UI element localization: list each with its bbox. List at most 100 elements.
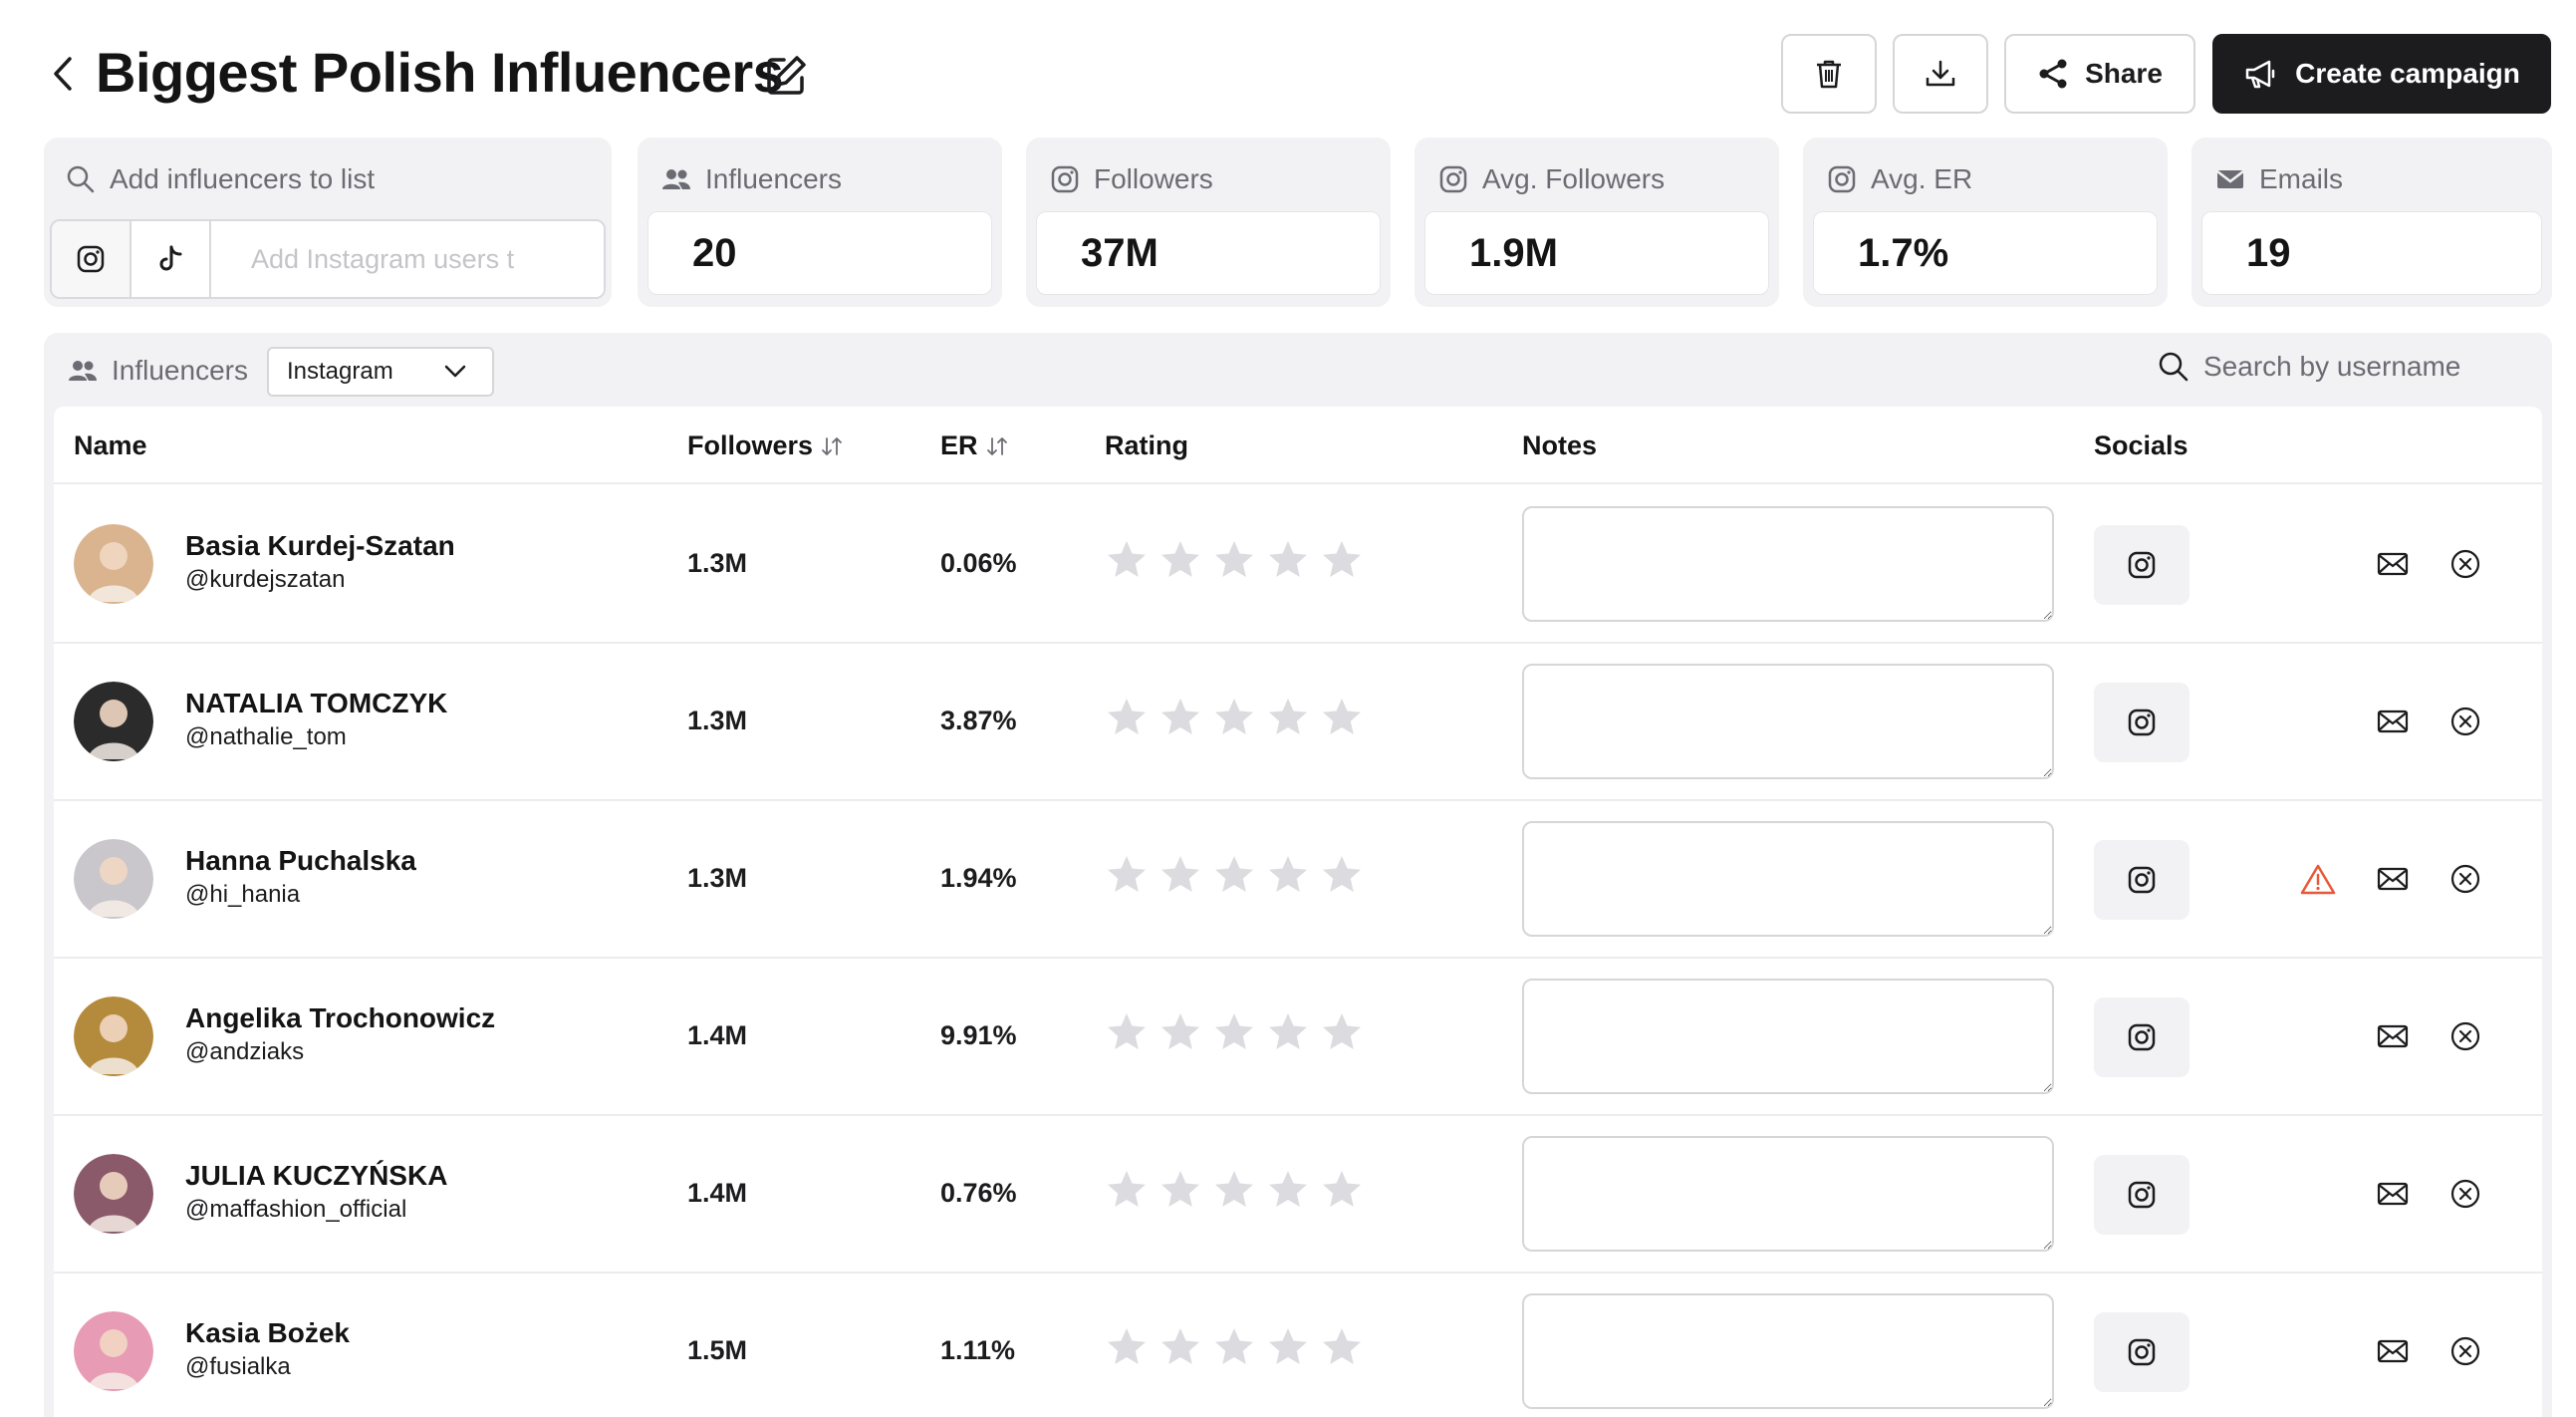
- email-button[interactable]: [2375, 548, 2411, 580]
- platform-tiktok-button[interactable]: [131, 221, 211, 297]
- instagram-profile-button[interactable]: [2094, 1155, 2190, 1235]
- rating-star-icon[interactable]: [1105, 696, 1149, 739]
- rating-star-icon[interactable]: [1212, 696, 1256, 739]
- notes-textarea[interactable]: [1522, 664, 2054, 779]
- instagram-profile-button[interactable]: [2094, 997, 2190, 1077]
- column-header-name: Name: [74, 430, 147, 461]
- rating-stars: [1105, 853, 1364, 897]
- delete-list-button[interactable]: [1781, 34, 1877, 114]
- create-campaign-button[interactable]: Create campaign: [2212, 34, 2551, 114]
- notes-textarea[interactable]: [1522, 1293, 2054, 1409]
- download-icon: [1926, 60, 1955, 87]
- share-button[interactable]: Share: [2004, 34, 2195, 114]
- instagram-profile-button[interactable]: [2094, 683, 2190, 762]
- influencer-handle[interactable]: @kurdejszatan: [185, 566, 346, 593]
- search-icon: [2159, 352, 2189, 382]
- instagram-profile-button[interactable]: [2094, 1312, 2190, 1392]
- instagram-icon: [2128, 551, 2156, 579]
- influencer-handle[interactable]: @andziaks: [185, 1038, 305, 1065]
- influencer-name[interactable]: Kasia Bożek: [185, 1317, 350, 1348]
- stat-emails-label: Emails: [2259, 163, 2344, 194]
- notes-textarea[interactable]: [1522, 506, 2054, 622]
- rating-star-icon[interactable]: [1212, 853, 1256, 897]
- remove-influencer-button[interactable]: [2447, 546, 2483, 582]
- rating-star-icon[interactable]: [1159, 538, 1202, 582]
- rating-star-icon[interactable]: [1159, 696, 1202, 739]
- rating-star-icon[interactable]: [1320, 696, 1364, 739]
- rating-star-icon[interactable]: [1159, 853, 1202, 897]
- rating-star-icon[interactable]: [1266, 1168, 1310, 1212]
- rating-star-icon[interactable]: [1266, 1010, 1310, 1054]
- tiktok-icon: [159, 245, 182, 271]
- create-campaign-label: Create campaign: [2295, 58, 2520, 89]
- rating-star-icon[interactable]: [1105, 1168, 1149, 1212]
- rating-star-icon[interactable]: [1105, 1325, 1149, 1369]
- email-button[interactable]: [2375, 1178, 2411, 1210]
- rating-star-icon[interactable]: [1320, 1168, 1364, 1212]
- instagram-profile-button[interactable]: [2094, 525, 2190, 605]
- influencer-name[interactable]: NATALIA TOMCZYK: [185, 688, 448, 718]
- back-button[interactable]: [48, 54, 78, 94]
- influencer-name[interactable]: Hanna Puchalska: [185, 845, 416, 876]
- warning-icon: [2300, 864, 2336, 895]
- influencer-name[interactable]: Basia Kurdej-Szatan: [185, 530, 455, 561]
- influencer-handle[interactable]: @fusialka: [185, 1353, 291, 1380]
- rating-star-icon[interactable]: [1159, 1010, 1202, 1054]
- influencer-name[interactable]: Angelika Trochonowicz: [185, 1002, 496, 1033]
- close-circle-icon: [2450, 1336, 2480, 1366]
- column-header-followers[interactable]: Followers: [687, 430, 843, 461]
- notes-textarea[interactable]: [1522, 1136, 2054, 1252]
- rating-star-icon[interactable]: [1266, 538, 1310, 582]
- remove-influencer-button[interactable]: [2447, 861, 2483, 897]
- envelope-icon: [2377, 709, 2409, 733]
- rating-star-icon[interactable]: [1266, 696, 1310, 739]
- avatar: [74, 524, 153, 604]
- remove-influencer-button[interactable]: [2447, 1176, 2483, 1212]
- stat-avg-er-value: 1.7%: [1813, 211, 2158, 295]
- notes-textarea[interactable]: [1522, 821, 2054, 937]
- influencers-table: Name Followers ER Rating Notes Socials: [54, 407, 2542, 1417]
- rating-star-icon[interactable]: [1159, 1325, 1202, 1369]
- edit-title-button[interactable]: [762, 52, 810, 100]
- influencer-name[interactable]: JULIA KUCZYŃSKA: [185, 1160, 448, 1191]
- rating-star-icon[interactable]: [1159, 1168, 1202, 1212]
- download-button[interactable]: [1893, 34, 1988, 114]
- username-search-input[interactable]: [2203, 351, 2462, 383]
- close-circle-icon: [2450, 549, 2480, 579]
- email-button[interactable]: [2375, 1335, 2411, 1367]
- column-header-er[interactable]: ER: [940, 430, 1008, 461]
- rating-star-icon[interactable]: [1320, 1325, 1364, 1369]
- avatar-image: [74, 996, 153, 1076]
- influencer-handle[interactable]: @nathalie_tom: [185, 723, 347, 750]
- rating-star-icon[interactable]: [1320, 853, 1364, 897]
- rating-star-icon[interactable]: [1212, 1168, 1256, 1212]
- remove-influencer-button[interactable]: [2447, 704, 2483, 739]
- email-button[interactable]: [2375, 1020, 2411, 1052]
- platform-instagram-button[interactable]: [52, 221, 131, 297]
- rating-star-icon[interactable]: [1105, 1010, 1149, 1054]
- rating-star-icon[interactable]: [1266, 853, 1310, 897]
- rating-star-icon[interactable]: [1266, 1325, 1310, 1369]
- rating-star-icon[interactable]: [1105, 538, 1149, 582]
- email-button[interactable]: [2375, 863, 2411, 895]
- instagram-profile-button[interactable]: [2094, 840, 2190, 920]
- rating-star-icon[interactable]: [1212, 1010, 1256, 1054]
- rating-star-icon[interactable]: [1212, 1325, 1256, 1369]
- influencer-handle[interactable]: @maffashion_official: [185, 1196, 407, 1223]
- username-search: [2158, 351, 2462, 383]
- influencer-handle[interactable]: @hi_hania: [185, 881, 301, 908]
- rating-star-icon[interactable]: [1105, 853, 1149, 897]
- stat-influencers-value: 20: [647, 211, 992, 295]
- email-button[interactable]: [2375, 706, 2411, 737]
- chevron-left-icon: [54, 57, 72, 91]
- notes-textarea[interactable]: [1522, 979, 2054, 1094]
- remove-influencer-button[interactable]: [2447, 1333, 2483, 1369]
- add-influencer-input[interactable]: [211, 221, 604, 297]
- platform-select[interactable]: Instagram: [267, 347, 494, 397]
- table-row: Hanna Puchalska @hi_hania 1.3M 1.94%: [54, 801, 2542, 959]
- add-influencers-card: Add influencers to list: [44, 138, 612, 307]
- rating-star-icon[interactable]: [1320, 538, 1364, 582]
- rating-star-icon[interactable]: [1320, 1010, 1364, 1054]
- remove-influencer-button[interactable]: [2447, 1018, 2483, 1054]
- rating-star-icon[interactable]: [1212, 538, 1256, 582]
